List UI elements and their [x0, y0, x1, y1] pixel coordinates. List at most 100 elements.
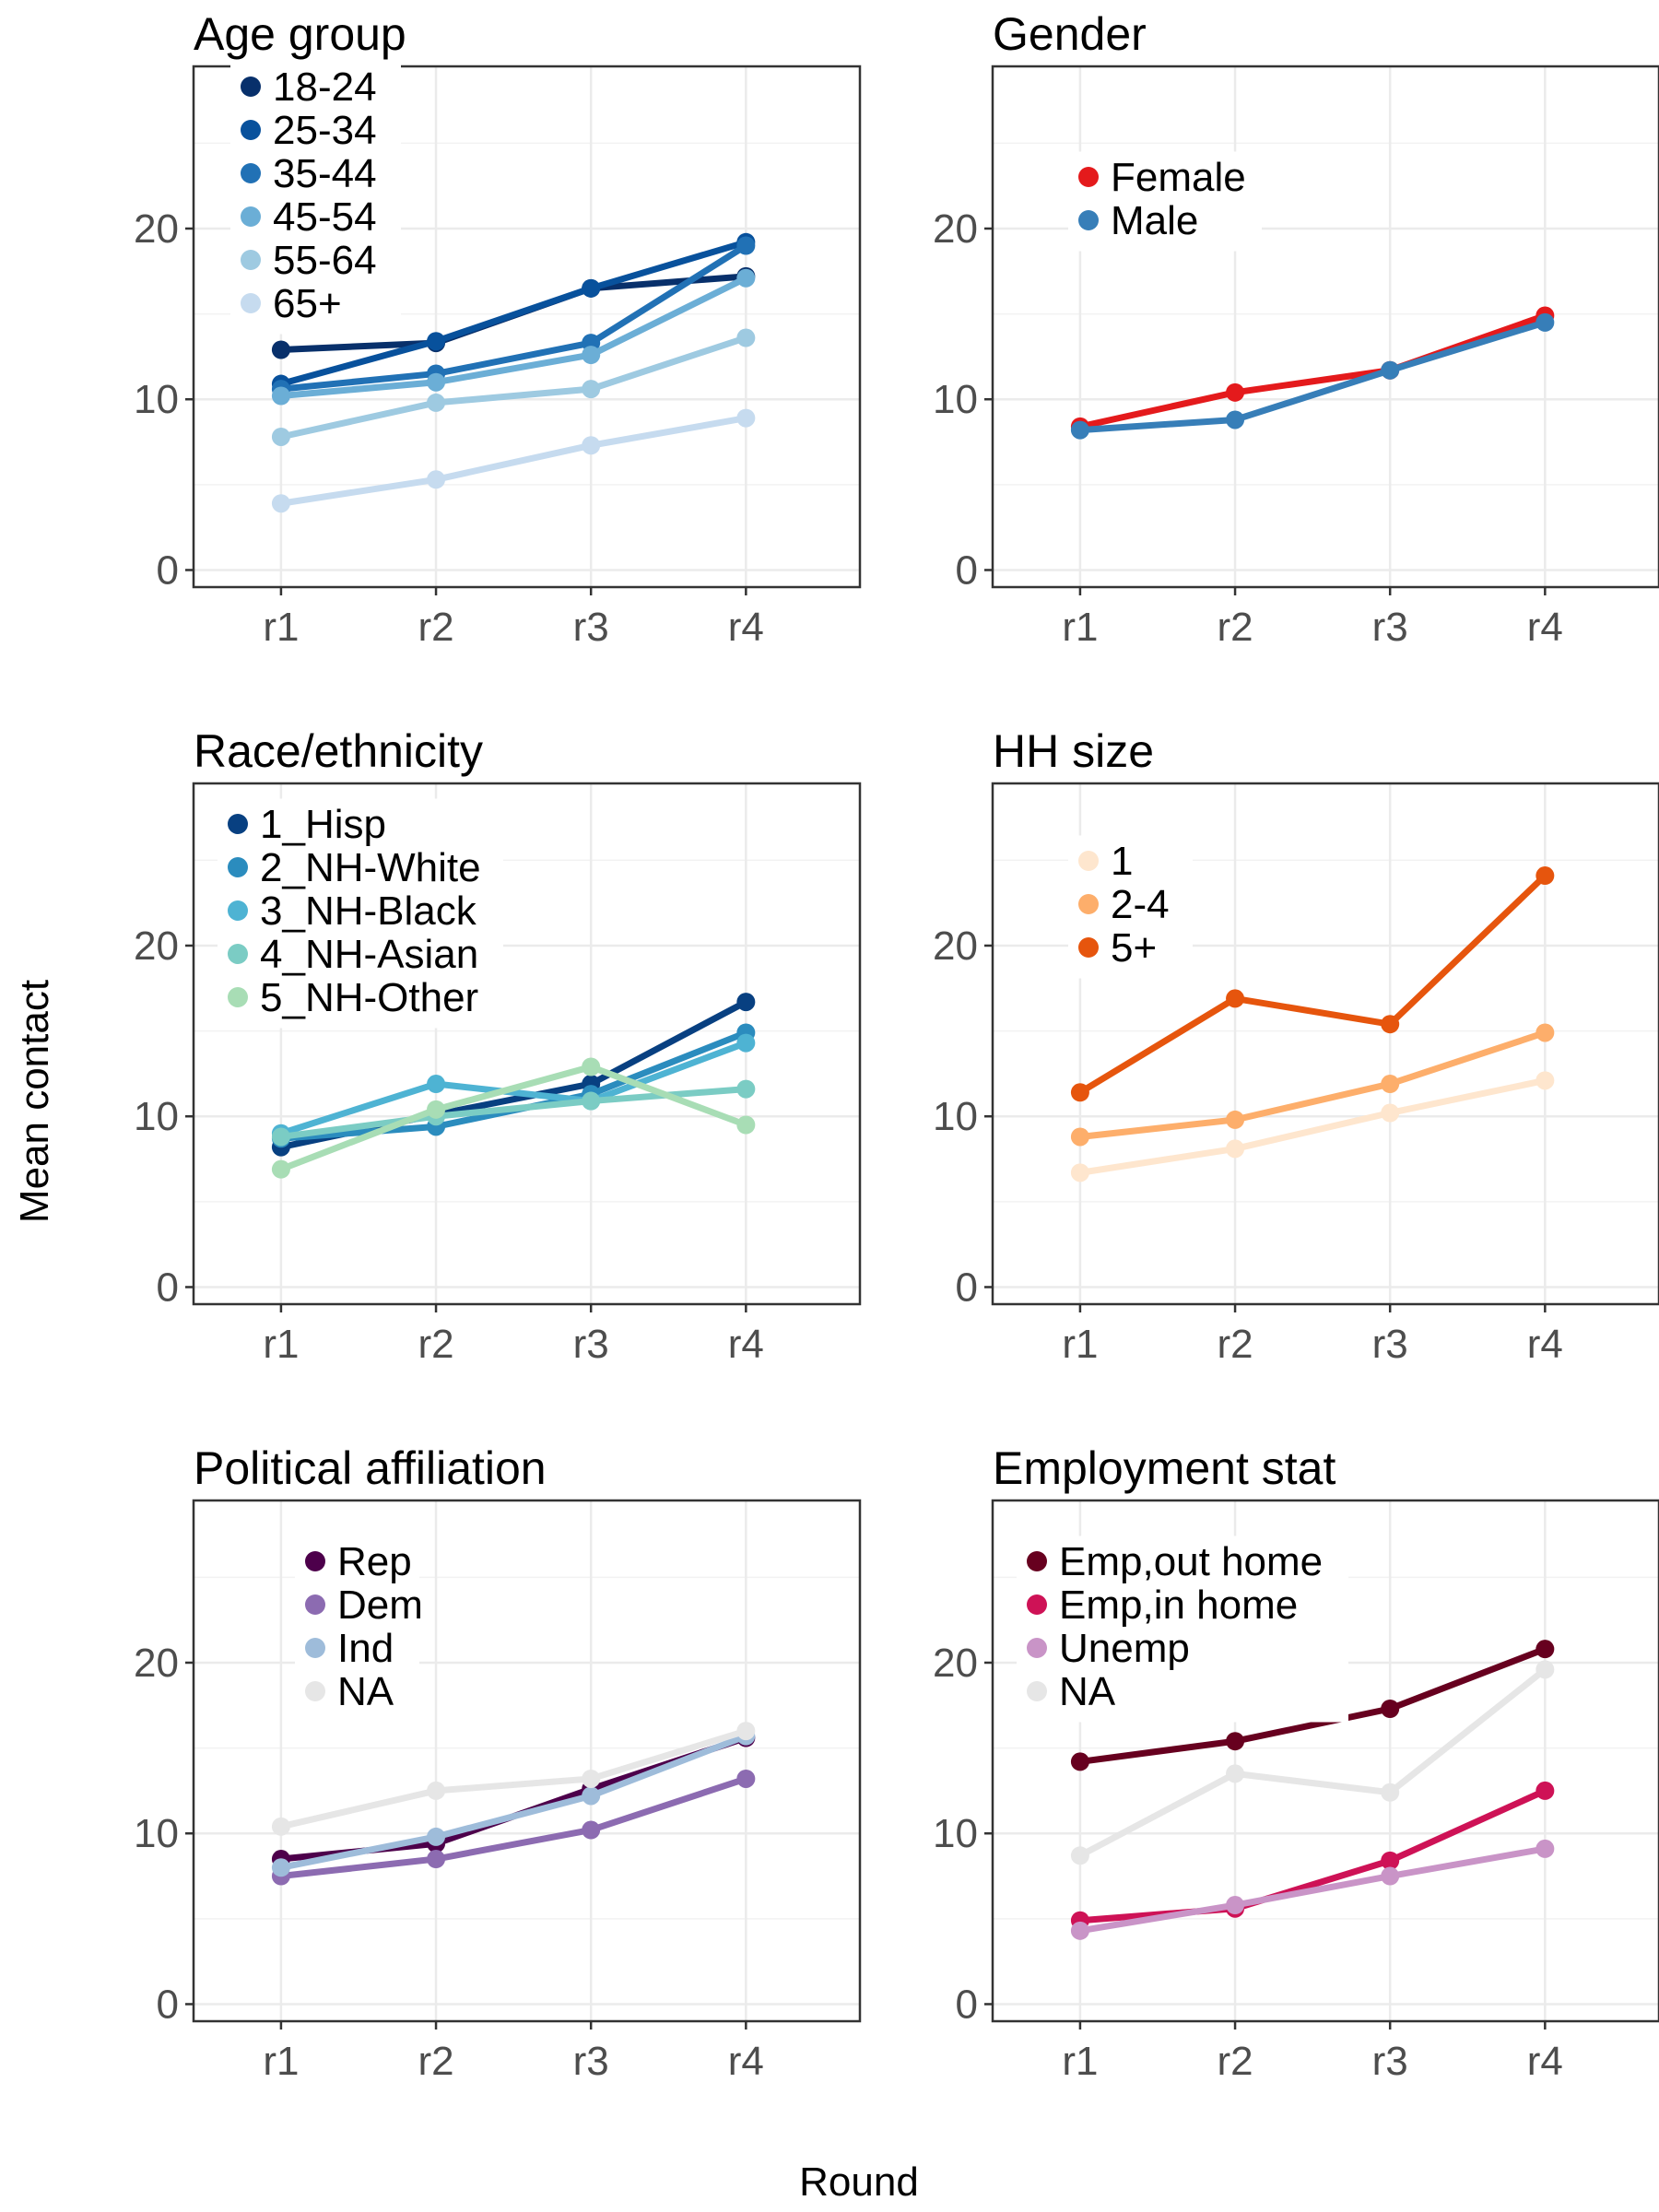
- y-tick-label: 10: [134, 377, 179, 422]
- series-4: [271, 1722, 756, 1836]
- data-point: [1535, 1839, 1555, 1858]
- y-axis-title: Mean contact: [12, 980, 57, 1223]
- x-tick-label: r2: [418, 1322, 453, 1367]
- data-point: [1226, 1110, 1245, 1129]
- x-tick-label: r4: [1527, 605, 1563, 650]
- legend-background: [218, 798, 503, 1029]
- data-point: [736, 328, 756, 347]
- panel-3: Race/ethnicity 0 10 20 r1 r2 r3 r4 1_Hisp2_NH-Wh…: [134, 725, 862, 1367]
- data-point: [736, 1079, 756, 1099]
- data-point: [271, 1127, 290, 1147]
- y-tick-label: 10: [933, 1094, 978, 1139]
- x-tick-label: r4: [728, 1322, 764, 1367]
- data-point: [582, 1091, 601, 1111]
- x-tick-label: r3: [1372, 2039, 1408, 2084]
- series-3: [1070, 866, 1555, 1102]
- x-axis-title: Round: [799, 2159, 919, 2205]
- legend-key: [228, 857, 248, 877]
- legend-label: Unemp: [1059, 1626, 1190, 1671]
- x-tick-label: r1: [263, 2039, 299, 2084]
- legend-key: [305, 1551, 325, 1571]
- data-point: [1535, 312, 1555, 332]
- x-tick-label: r2: [1217, 1322, 1253, 1367]
- legend-label: Male: [1111, 198, 1198, 243]
- legend-label: Ind: [337, 1626, 394, 1671]
- series-1: [1070, 1640, 1555, 1771]
- legend-label: 5_NH-Other: [260, 975, 478, 1020]
- legend-key: [1027, 1638, 1047, 1658]
- data-point: [1226, 410, 1245, 429]
- plot-background: [993, 66, 1659, 587]
- series-line: [280, 1733, 747, 1871]
- y-tick-label: 20: [134, 206, 179, 252]
- data-point: [1226, 1764, 1245, 1783]
- legend: 12-45+: [1068, 835, 1193, 979]
- series-5: [271, 328, 756, 446]
- x-tick-label: r1: [263, 605, 299, 650]
- panel-border: [991, 1499, 1659, 2023]
- y-tick-label: 0: [956, 1982, 978, 2027]
- data-point: [736, 236, 756, 255]
- legend-key: [1078, 937, 1099, 958]
- x-tick-label: r1: [1062, 605, 1098, 650]
- series-line: [280, 1727, 747, 1830]
- panel-border: [192, 782, 862, 1306]
- data-point: [1535, 1071, 1555, 1090]
- data-point: [271, 427, 290, 446]
- data-point: [427, 1827, 446, 1846]
- series-5: [271, 1057, 756, 1179]
- y-tick-label: 0: [157, 1265, 179, 1310]
- panel-border: [192, 1499, 862, 2023]
- x-tick-label: r4: [1527, 1322, 1563, 1367]
- legend-label: 2-4: [1111, 882, 1170, 927]
- x-tick-label: r1: [1062, 2039, 1098, 2084]
- legend-key: [1078, 167, 1099, 187]
- series-4: [271, 268, 756, 406]
- legend-key: [241, 120, 261, 140]
- series-line: [1079, 312, 1547, 430]
- legend-key: [305, 1594, 325, 1615]
- legend-key: [228, 987, 248, 1007]
- data-point: [582, 380, 601, 399]
- legend-key: [241, 293, 261, 313]
- plot-background: [194, 1500, 860, 2021]
- x-tick-label: r4: [1527, 2039, 1563, 2084]
- legend-key: [305, 1681, 325, 1701]
- panel-title: Gender: [993, 8, 1147, 60]
- legend-label: 4_NH-Asian: [260, 932, 478, 977]
- data-point: [1226, 989, 1245, 1008]
- legend-key: [241, 76, 261, 97]
- panel-border: [192, 65, 862, 589]
- legend-key: [228, 900, 248, 921]
- x-tick-label: r2: [1217, 2039, 1253, 2084]
- panel-title: Age group: [194, 8, 406, 60]
- data-point: [1381, 1103, 1400, 1123]
- legend-key: [228, 944, 248, 964]
- legend-key: [1078, 894, 1099, 914]
- series-line: [279, 239, 747, 387]
- legend-label: NA: [337, 1669, 394, 1714]
- data-point: [427, 1100, 446, 1119]
- data-point: [1535, 866, 1555, 886]
- legend-label: 2_NH-White: [260, 845, 481, 890]
- data-point: [1381, 1866, 1400, 1886]
- panel-6: Employment stat 0 10 20 r1 r2 r3 r4 Emp,out home…: [933, 1442, 1659, 2084]
- y-tick-label: 10: [134, 1094, 179, 1139]
- data-point: [1226, 1896, 1245, 1915]
- panel-1: Age group 0 10 20 r1 r2 r3 r4 18-2425-3435-4445-…: [134, 8, 862, 650]
- data-point: [582, 346, 601, 365]
- data-point: [582, 278, 601, 298]
- data-point: [582, 1820, 601, 1840]
- panel-title: Employment stat: [993, 1442, 1335, 1494]
- data-point: [1535, 1781, 1555, 1800]
- series-line: [280, 242, 748, 393]
- y-tick-label: 10: [933, 377, 978, 422]
- data-point: [1535, 1660, 1555, 1679]
- legend-label: 65+: [273, 281, 342, 326]
- x-tick-label: r4: [728, 605, 764, 650]
- y-tick-label: 0: [157, 1982, 179, 2027]
- legend-label: Emp,out home: [1059, 1539, 1323, 1584]
